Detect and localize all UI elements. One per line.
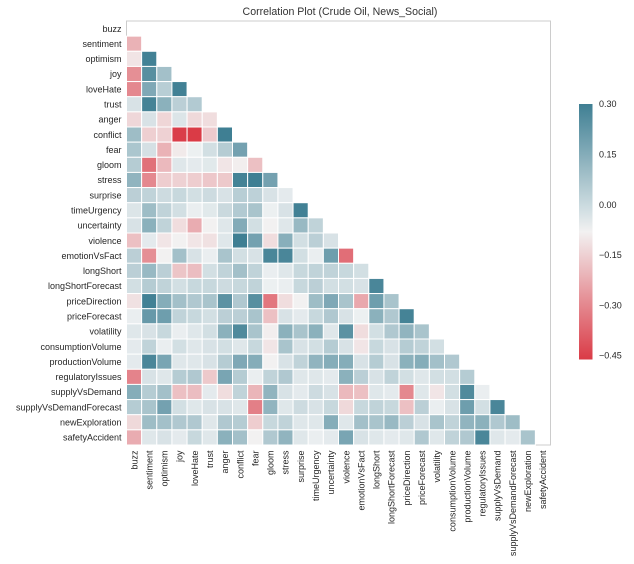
svg-text:supplyVsDemand: supplyVsDemand	[493, 451, 503, 522]
svg-text:loveHate: loveHate	[86, 84, 122, 94]
svg-text:priceForecast: priceForecast	[67, 311, 122, 321]
svg-text:conflict: conflict	[235, 450, 245, 479]
svg-text:productionVolume: productionVolume	[49, 357, 121, 367]
svg-text:optimism: optimism	[160, 451, 170, 487]
svg-text:Correlation Plot (Crude Oil, N: Correlation Plot (Crude Oil, News_Social…	[243, 6, 438, 18]
svg-text:0.15: 0.15	[599, 150, 617, 160]
svg-text:−0.15: −0.15	[599, 250, 622, 260]
svg-text:sentiment: sentiment	[82, 39, 122, 49]
svg-text:trust: trust	[104, 99, 122, 109]
svg-text:anger: anger	[220, 451, 230, 474]
svg-text:joy: joy	[109, 69, 122, 79]
svg-text:stress: stress	[281, 450, 291, 475]
svg-text:sentiment: sentiment	[144, 450, 154, 490]
svg-text:buzz: buzz	[129, 450, 139, 470]
svg-text:−0.30: −0.30	[599, 300, 622, 310]
svg-text:violence: violence	[341, 451, 351, 484]
svg-text:surprise: surprise	[89, 190, 121, 200]
svg-text:supplyVsDemandForecast: supplyVsDemandForecast	[16, 402, 122, 412]
svg-text:0.00: 0.00	[599, 200, 617, 210]
svg-text:regulatoryIssues: regulatoryIssues	[478, 450, 488, 517]
svg-text:newExploration: newExploration	[60, 417, 122, 427]
svg-text:priceDirection: priceDirection	[66, 296, 121, 306]
svg-text:optimism: optimism	[85, 54, 121, 64]
svg-text:longShort: longShort	[372, 450, 382, 489]
svg-text:consumptionVolume: consumptionVolume	[40, 342, 121, 352]
svg-text:safetyAccident: safetyAccident	[538, 450, 548, 509]
svg-text:timeUrgency: timeUrgency	[71, 205, 122, 215]
svg-text:timeUrgency: timeUrgency	[311, 450, 321, 501]
svg-text:fear: fear	[250, 451, 260, 467]
svg-text:uncertainty: uncertainty	[77, 221, 122, 231]
svg-text:gloom: gloom	[266, 451, 276, 476]
svg-text:safetyAccident: safetyAccident	[63, 433, 122, 443]
svg-text:consumptionVolume: consumptionVolume	[447, 451, 457, 532]
svg-text:conflict: conflict	[93, 130, 122, 140]
svg-text:longShortForecast: longShortForecast	[387, 450, 397, 524]
svg-text:−0.45: −0.45	[599, 351, 622, 361]
svg-text:trust: trust	[205, 450, 215, 468]
svg-text:longShortForecast: longShortForecast	[48, 281, 122, 291]
svg-text:priceDirection: priceDirection	[402, 451, 412, 506]
svg-text:anger: anger	[98, 115, 121, 125]
svg-text:buzz: buzz	[102, 24, 122, 34]
svg-text:supplyVsDemand: supplyVsDemand	[51, 387, 122, 397]
svg-text:emotionVsFact: emotionVsFact	[61, 251, 122, 261]
svg-text:longShort: longShort	[83, 266, 122, 276]
svg-text:fear: fear	[106, 145, 122, 155]
svg-text:supplyVsDemandForecast: supplyVsDemandForecast	[508, 450, 518, 556]
svg-text:uncertainty: uncertainty	[326, 450, 336, 495]
svg-text:volatility: volatility	[432, 450, 442, 483]
svg-text:newExploration: newExploration	[523, 451, 533, 513]
svg-text:loveHate: loveHate	[190, 451, 200, 487]
svg-text:productionVolume: productionVolume	[462, 451, 472, 523]
svg-text:regulatoryIssues: regulatoryIssues	[55, 372, 122, 382]
svg-text:violence: violence	[88, 236, 121, 246]
svg-text:joy: joy	[175, 450, 185, 463]
svg-text:surprise: surprise	[296, 451, 306, 483]
svg-text:stress: stress	[97, 175, 122, 185]
svg-text:gloom: gloom	[97, 160, 122, 170]
svg-text:priceForecast: priceForecast	[417, 450, 427, 505]
svg-text:volatility: volatility	[89, 327, 122, 337]
svg-text:emotionVsFact: emotionVsFact	[356, 450, 366, 511]
svg-text:0.30: 0.30	[599, 99, 617, 109]
